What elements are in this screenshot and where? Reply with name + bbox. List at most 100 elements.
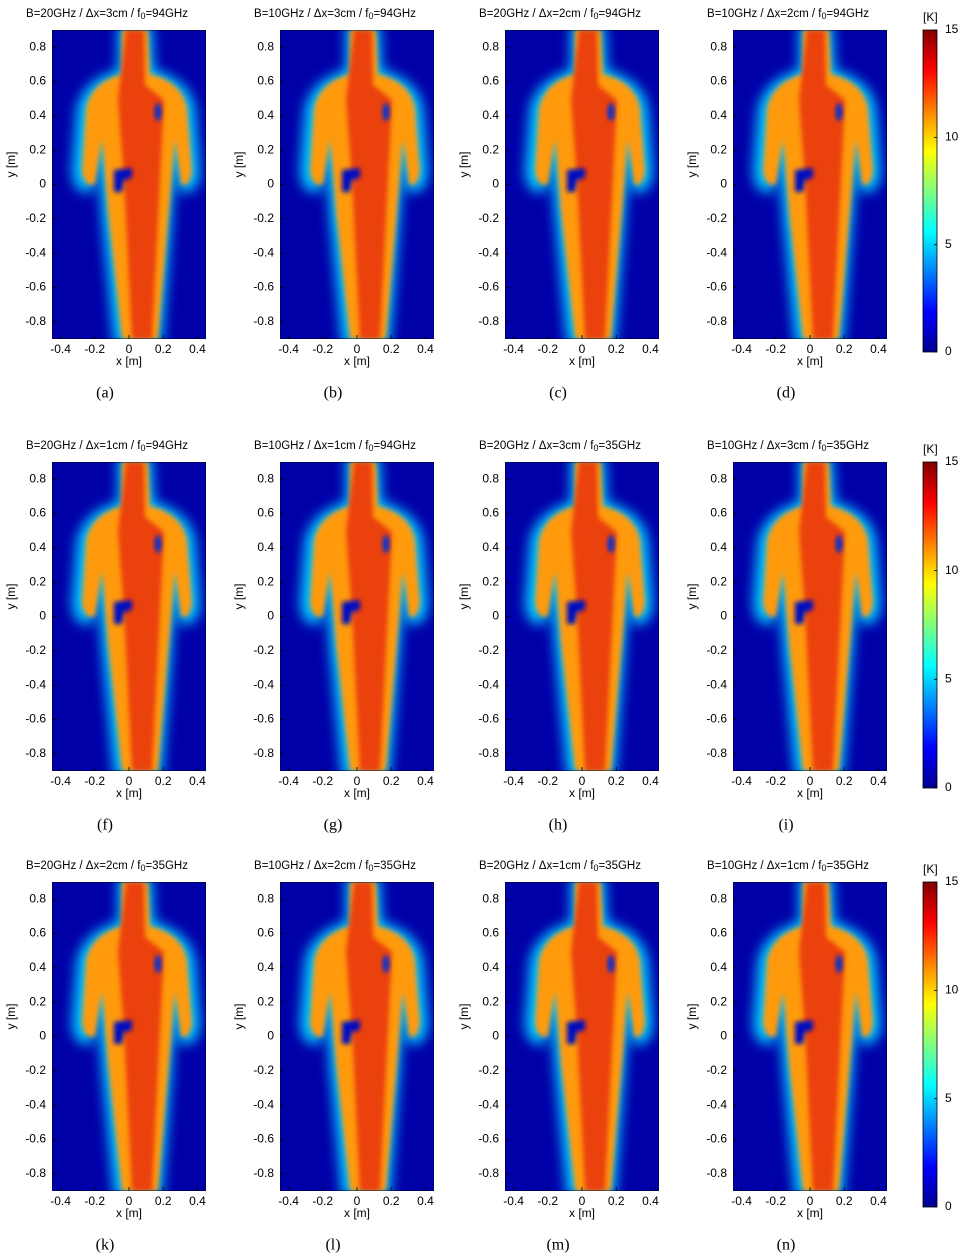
y-tick-label: -0.2 [706, 1063, 727, 1077]
x-tick-label: 0.2 [608, 774, 625, 788]
x-tick-label: -0.4 [50, 342, 71, 356]
title-part: B=20GHz / Δx=2cm / f [479, 8, 594, 20]
y-tick-label: -0.6 [25, 712, 46, 726]
title-part: =35GHz [598, 860, 641, 872]
colorbar-gradient [922, 881, 938, 1208]
y-tick-label: -0.2 [25, 211, 46, 225]
panel: B=20GHz / Δx=1cm / f0=94GHz0.80.60.40.20… [4, 440, 206, 834]
x-tick-label: 0.4 [417, 1194, 434, 1208]
y-tick-label: 0.8 [257, 471, 274, 485]
panel-caption: (h) [549, 817, 568, 834]
panel-title: B=20GHz / Δx=2cm / f0=35GHz [26, 860, 188, 873]
title-part: B=10GHz / Δx=3cm / f [254, 8, 369, 20]
panel-title: B=10GHz / Δx=3cm / f0=94GHz [254, 8, 416, 21]
y-tick-label: -0.6 [706, 712, 727, 726]
title-part: =94GHz [145, 8, 188, 20]
y-tick-label: -0.2 [253, 211, 274, 225]
x-tick-label: 0.2 [155, 342, 172, 356]
x-tick-label: -0.2 [765, 1194, 786, 1208]
y-tick-label: 0.4 [710, 960, 727, 974]
y-tick-label: 0 [267, 177, 274, 191]
y-axis-label: y [m] [685, 152, 699, 178]
y-tick-label: 0.4 [710, 540, 727, 554]
heatmap-image [505, 25, 659, 344]
x-tick-label: 0.2 [836, 342, 853, 356]
y-tick-label: 0.2 [257, 994, 274, 1008]
y-tick-label: 0.4 [257, 108, 274, 122]
heatmap-image [52, 877, 206, 1196]
y-tick-label: 0.6 [710, 926, 727, 940]
heatmap-image [733, 25, 887, 344]
y-tick-label: -0.6 [25, 1132, 46, 1146]
title-part: 0 [821, 11, 826, 21]
y-axis-label: y [m] [232, 152, 246, 178]
y-tick-label: -0.8 [25, 314, 46, 328]
x-tick-label: 0 [579, 342, 586, 356]
x-tick-label: -0.4 [503, 774, 524, 788]
y-tick-label: -0.8 [253, 746, 274, 760]
x-tick-label: -0.4 [731, 342, 752, 356]
y-tick-label: 0.2 [710, 574, 727, 588]
panel: B=10GHz / Δx=3cm / f0=35GHz0.80.60.40.20… [685, 440, 887, 834]
y-tick-label: -0.6 [478, 712, 499, 726]
y-tick-label: 0.4 [482, 960, 499, 974]
x-tick-label: 0.4 [642, 1194, 659, 1208]
y-tick-label: 0 [267, 1029, 274, 1043]
y-tick-label: 0.6 [29, 926, 46, 940]
y-tick-label: 0.2 [710, 994, 727, 1008]
panel-caption: (d) [777, 385, 796, 402]
colorbar-tick-label: 15 [945, 22, 959, 36]
x-tick-label: -0.4 [731, 1194, 752, 1208]
y-tick-label: 0.8 [257, 39, 274, 53]
y-tick-label: -0.6 [478, 280, 499, 294]
title-part: 0 [140, 863, 145, 873]
colorbar-tick-label: 0 [945, 344, 952, 358]
y-tick-label: 0.2 [29, 994, 46, 1008]
x-axis-label: x [m] [344, 786, 370, 800]
y-tick-label: 0 [492, 609, 499, 623]
x-tick-label: 0 [126, 774, 133, 788]
heatmap-image [280, 457, 434, 776]
y-tick-label: 0.6 [710, 506, 727, 520]
heatmap-image [280, 25, 434, 344]
y-tick-label: 0.2 [482, 142, 499, 156]
panel: B=20GHz / Δx=2cm / f0=94GHz0.80.60.40.20… [457, 8, 659, 402]
panel: B=10GHz / Δx=2cm / f0=94GHz0.80.60.40.20… [685, 8, 887, 402]
y-tick-label: -0.4 [253, 677, 274, 691]
x-tick-label: 0 [807, 342, 814, 356]
y-tick-label: 0.4 [257, 540, 274, 554]
y-tick-label: -0.2 [25, 1063, 46, 1077]
y-tick-label: 0.2 [29, 574, 46, 588]
y-tick-label: 0.6 [482, 926, 499, 940]
y-axis-label: y [m] [457, 152, 471, 178]
y-tick-label: 0.8 [710, 891, 727, 905]
title-part: 0 [593, 443, 598, 453]
x-axis-label: x [m] [116, 786, 142, 800]
y-tick-label: -0.4 [253, 1097, 274, 1111]
x-tick-label: -0.2 [765, 774, 786, 788]
title-part: B=20GHz / Δx=1cm / f [26, 440, 141, 452]
y-tick-label: -0.4 [478, 245, 499, 259]
x-tick-label: -0.4 [731, 774, 752, 788]
x-tick-label: 0.2 [383, 1194, 400, 1208]
y-tick-label: -0.2 [253, 1063, 274, 1077]
y-tick-label: 0.8 [482, 891, 499, 905]
x-tick-label: -0.2 [84, 774, 105, 788]
panel-title: B=10GHz / Δx=1cm / f0=35GHz [707, 860, 869, 873]
y-tick-label: 0 [39, 177, 46, 191]
panel-caption: (n) [777, 1237, 796, 1254]
panel: B=10GHz / Δx=1cm / f0=35GHz0.80.60.40.20… [685, 860, 887, 1254]
x-axis-label: x [m] [797, 354, 823, 368]
y-tick-label: -0.8 [706, 1166, 727, 1180]
heatmap-image [280, 877, 434, 1196]
x-tick-label: 0.4 [417, 774, 434, 788]
x-tick-label: 0.2 [608, 1194, 625, 1208]
x-tick-label: 0.2 [155, 1194, 172, 1208]
x-axis-label: x [m] [116, 354, 142, 368]
x-tick-label: 0.4 [189, 774, 206, 788]
x-tick-label: 0 [354, 342, 361, 356]
y-axis-label: y [m] [457, 584, 471, 610]
title-part: 0 [368, 443, 373, 453]
y-tick-label: 0.6 [257, 506, 274, 520]
panel: B=20GHz / Δx=3cm / f0=35GHz0.80.60.40.20… [457, 440, 659, 834]
